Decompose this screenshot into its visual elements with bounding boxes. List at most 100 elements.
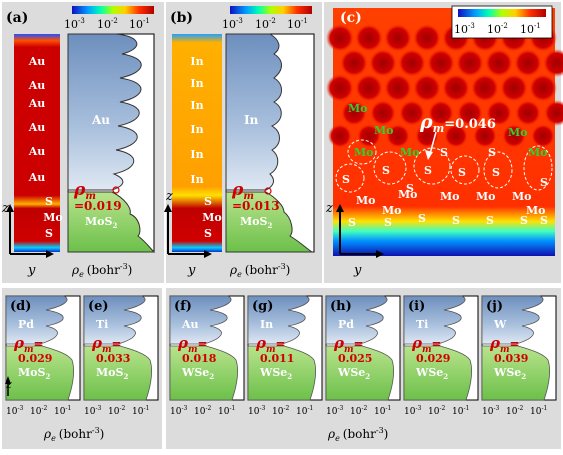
tick-label: 10-2 xyxy=(272,405,289,417)
svg-text:10-2: 10-2 xyxy=(97,17,118,31)
tick-label: 10-2 xyxy=(108,405,125,417)
rho-value: 0.039 xyxy=(494,352,528,365)
svg-text:S: S xyxy=(342,173,350,186)
svg-text:Mo: Mo xyxy=(526,204,546,217)
svg-text:S: S xyxy=(45,227,53,240)
svg-text:Mo: Mo xyxy=(476,190,496,203)
colorbar-a xyxy=(72,6,154,14)
metal-profile xyxy=(83,295,146,345)
svg-text:y: y xyxy=(353,263,362,278)
svg-text:Mo: Mo xyxy=(348,102,368,115)
panel-b-metal-profile xyxy=(225,33,282,191)
svg-text:S: S xyxy=(488,146,496,159)
metal-profile xyxy=(5,295,68,345)
rho-value: 0.025 xyxy=(338,352,372,365)
tick-label: 10-2 xyxy=(506,405,523,417)
svg-text:Mo: Mo xyxy=(440,190,460,203)
panel-a-semi-profile xyxy=(67,191,156,253)
metal-label: Pd xyxy=(338,318,354,331)
panel-b-rho: ρm xyxy=(231,180,254,202)
svg-text:Au: Au xyxy=(28,79,46,92)
rho-label: ρm= xyxy=(91,334,122,355)
panel-label: (j) xyxy=(486,299,503,314)
svg-text:In: In xyxy=(190,173,203,186)
density-blob xyxy=(341,100,367,126)
bottom-right-xlabel: ρe (bohr-3) xyxy=(327,426,388,443)
metal-label: In xyxy=(260,318,273,331)
density-blob xyxy=(514,49,542,77)
density-blob xyxy=(384,74,412,102)
svg-text:z: z xyxy=(165,189,173,204)
svg-text:S: S xyxy=(204,195,212,208)
tick-label: 10-3 xyxy=(248,405,265,417)
svg-text:S: S xyxy=(348,216,356,229)
metal-label: Ti xyxy=(96,318,108,331)
panel-c-arrow xyxy=(429,131,437,155)
panel-b-semi-profile xyxy=(225,191,314,253)
panel-c-mo-green: Mo Mo Mo Mo Mo Mo xyxy=(348,102,548,159)
metal-profile xyxy=(481,295,544,345)
svg-text:S: S xyxy=(45,195,53,208)
metal-label: Au xyxy=(181,318,199,331)
svg-text:Au: Au xyxy=(28,97,46,110)
semi-profile xyxy=(481,345,551,401)
svg-text:In: In xyxy=(190,55,203,68)
density-blob xyxy=(357,124,381,148)
svg-text:S: S xyxy=(406,182,414,195)
svg-text:y: y xyxy=(27,263,36,278)
panel-a-axes: z y xyxy=(1,201,54,278)
colorbar-c-ticks: 10-3 10-2 10-1 xyxy=(454,22,541,36)
svg-text:S: S xyxy=(384,216,392,229)
svg-text:S: S xyxy=(424,164,432,177)
svg-text:Mo: Mo xyxy=(374,124,394,137)
tick-label: 10-1 xyxy=(218,405,235,417)
svg-text:S: S xyxy=(458,166,466,179)
panel-b-axes: z y xyxy=(164,189,212,278)
metal-profile xyxy=(247,295,310,345)
tick-label: 10-1 xyxy=(132,405,149,417)
metal-profile xyxy=(169,295,232,345)
semi-label: WSe2 xyxy=(493,366,526,381)
panel-a-interface: MoS2 xyxy=(85,215,117,230)
svg-text:Au: Au xyxy=(28,121,46,134)
density-blob xyxy=(386,124,410,148)
colorbar-c xyxy=(458,9,546,17)
panel-c-arrowhead xyxy=(425,150,433,160)
svg-text:S: S xyxy=(540,176,548,189)
rho-value: 0.033 xyxy=(96,352,130,365)
svg-text:z: z xyxy=(325,201,333,216)
density-blob xyxy=(456,49,484,77)
panel-a: (a) 10-3 10-2 10-1 Au Au Au Au Au Au S M… xyxy=(1,6,156,279)
density-blob xyxy=(328,124,352,148)
svg-text:10-3: 10-3 xyxy=(222,17,243,31)
density-blob xyxy=(413,74,441,102)
density-blob xyxy=(399,100,425,126)
density-blob xyxy=(486,100,512,126)
tick-label: 10-3 xyxy=(6,405,23,417)
rho-label: ρm= xyxy=(13,334,44,355)
tick-label: 10-2 xyxy=(350,405,367,417)
tick-label: 10-1 xyxy=(530,405,547,417)
tick-label: 10-3 xyxy=(404,405,421,417)
panel-c-bottom-s: S S S S S S S xyxy=(348,212,548,229)
semi-profile xyxy=(403,345,473,401)
rho-label: ρm= xyxy=(333,334,364,355)
svg-text:z: z xyxy=(1,201,9,216)
colorbar-b xyxy=(230,6,312,14)
svg-text:Mo: Mo xyxy=(508,126,528,139)
density-blob xyxy=(427,49,455,77)
metal-label: Pd xyxy=(18,318,34,331)
panel-a-metal-label: Au xyxy=(91,113,110,127)
panel-a-rho-value: =0.019 xyxy=(74,199,122,213)
panel-a-au-labels: Au Au Au Au Au Au S Mo S xyxy=(28,55,63,240)
density-blob xyxy=(442,74,470,102)
svg-text:Mo: Mo xyxy=(382,204,402,217)
metal-label: W xyxy=(493,318,507,331)
density-blob xyxy=(340,49,368,77)
density-blob xyxy=(471,74,499,102)
svg-text:Mo: Mo xyxy=(202,211,222,224)
svg-text:S: S xyxy=(440,146,448,159)
